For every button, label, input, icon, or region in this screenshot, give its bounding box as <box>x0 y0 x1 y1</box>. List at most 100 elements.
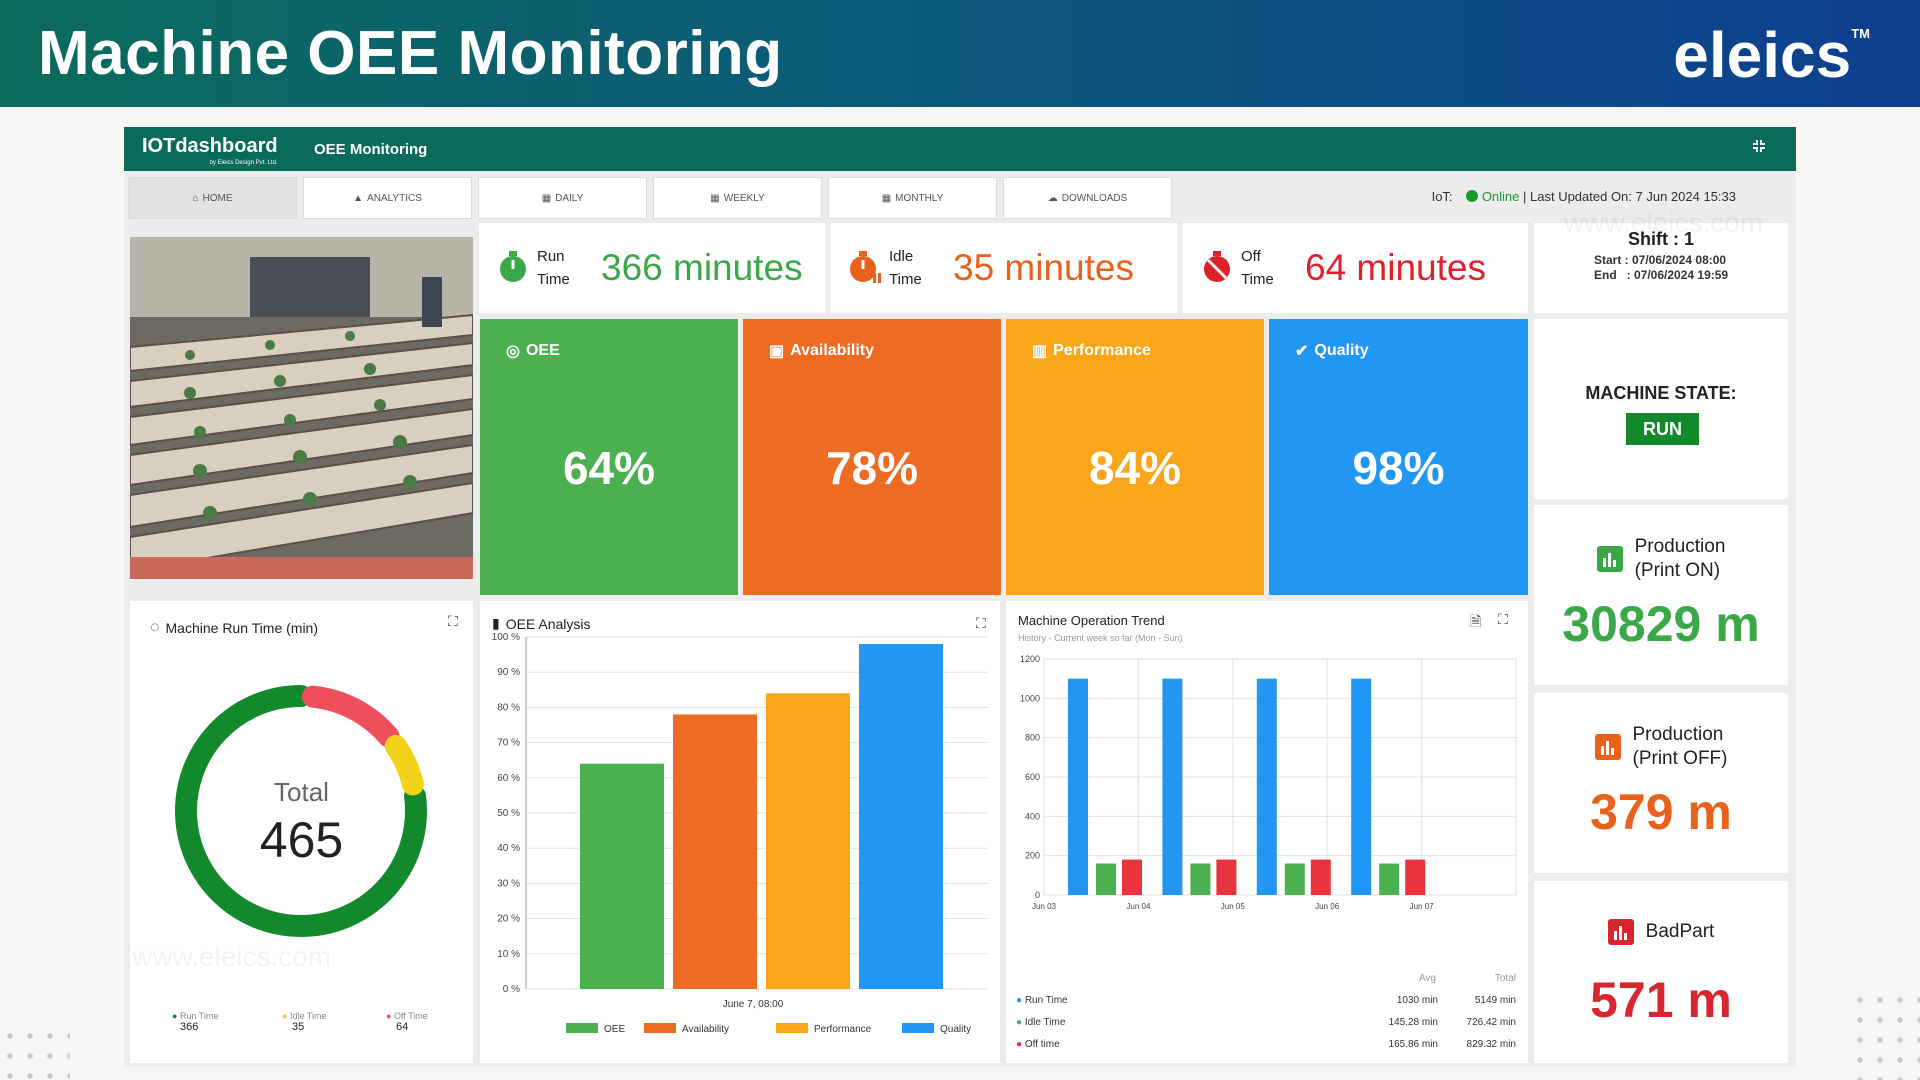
kpi-label: Quality <box>1314 342 1369 359</box>
production-on-line2: (Print ON) <box>1634 560 1721 581</box>
operation-trend-panel: Machine Operation Trend History - Curren… <box>1006 601 1528 1063</box>
idle-time-value: 35 minutes <box>953 247 1134 288</box>
x-tick-label: Jun 06 <box>1315 902 1340 911</box>
stats-row-off: ● Off time 165.86 min 829.32 min <box>1016 1039 1516 1050</box>
off-time-label: Off Time <box>1241 248 1274 288</box>
calendar-icon: ▦ <box>710 192 720 204</box>
iot-label: IoT: <box>1431 189 1453 204</box>
y-tick-label: 200 <box>1025 851 1040 861</box>
donut-slice-off-time <box>302 685 400 748</box>
bar-off-time <box>1216 859 1237 895</box>
donut-slice-run-time <box>175 685 427 937</box>
tab-analytics[interactable]: ▲ ANALYTICS <box>303 177 472 219</box>
calendar-icon: ▦ <box>881 192 892 204</box>
badpart-label: BadPart <box>1645 921 1715 942</box>
chart-icon: ▲ <box>353 192 364 204</box>
panel-subtitle: History - Current week so far (Mon - Sun… <box>1018 633 1183 643</box>
watermark-text: www.eleics.com <box>132 941 332 972</box>
tab-daily[interactable]: ▦ DAILY <box>478 177 647 219</box>
tab-label: ANALYTICS <box>367 192 422 204</box>
bar-run-time <box>1351 678 1372 895</box>
dashboard-navbar: IOTdashboard by Eleics Design Pvt. Ltd. … <box>124 127 1796 171</box>
y-tick-label: 1000 <box>1020 693 1040 703</box>
expand-icon[interactable]: ⛶ <box>976 615 986 631</box>
y-tick-label: 100 % <box>492 632 520 643</box>
machine-state-card: MACHINE STATE: RUN <box>1534 319 1788 499</box>
bar-off-time <box>1405 859 1426 895</box>
bar-idle-time <box>1379 863 1400 895</box>
iot-status: IoT: Online | Last Updated On: 7 Jun 202… <box>1432 189 1736 204</box>
top-banner: Machine OEE Monitoring eleicsTM <box>0 0 1920 107</box>
run-time-panel: ◌ Machine Run Time (min) ⛶ Total 465 www.… <box>130 601 473 1063</box>
logo-text: IOTdashboard <box>142 135 278 157</box>
tab-home[interactable]: ⌂ HOME <box>128 177 297 219</box>
tab-label: HOME <box>202 192 233 204</box>
bar-run-time <box>1162 678 1183 895</box>
run-time-value: 366 minutes <box>601 247 803 288</box>
bar-chart-icon <box>1594 734 1621 760</box>
logo-subtext: by Eleics Design Pvt. Ltd. <box>209 160 278 166</box>
bar-idle-time <box>1284 863 1305 895</box>
tab-weekly[interactable]: ▦ WEEKLY <box>653 177 822 219</box>
calendar-check-icon: ▣ <box>769 343 785 360</box>
brand-name: eleics <box>1673 19 1852 91</box>
home-icon: ⌂ <box>192 192 199 204</box>
kpi-oee: ◎ OEE 64% <box>480 319 738 595</box>
stats-row-run: ● Run Time 1030 min 5149 min <box>1016 995 1516 1006</box>
idle-time-label: Idle Time <box>889 248 922 288</box>
production-on-line1: Production <box>1634 536 1726 557</box>
panel-title: Machine Run Time (min) <box>165 620 319 636</box>
tab-label: DAILY <box>555 192 584 204</box>
legend-off: ● Off Time 64 <box>386 1011 428 1033</box>
machine-state-title: MACHINE STATE: <box>1585 383 1737 403</box>
y-tick-label: 30 % <box>497 878 520 889</box>
kpi-label: Performance <box>1053 342 1151 359</box>
off-time-card: Off Time 64 minutes <box>1183 223 1528 313</box>
nav-title: OEE Monitoring <box>314 141 428 158</box>
y-tick-label: 70 % <box>497 738 520 749</box>
x-tick-label: Jun 04 <box>1126 902 1151 911</box>
x-tick-label: Jun 07 <box>1410 902 1435 911</box>
badpart-card: BadPart 571 m <box>1534 881 1788 1063</box>
machine-state-badge: RUN <box>1626 413 1699 445</box>
off-time-value: 64 minutes <box>1305 247 1486 288</box>
badpart-value: 571 m <box>1590 972 1732 1028</box>
y-tick-label: 10 % <box>497 949 520 960</box>
kpi-value: 64% <box>562 442 656 494</box>
calendar-icon: ▦ <box>541 192 552 204</box>
production-off-card: Production (Print OFF) 379 m <box>1534 693 1788 873</box>
production-off-value: 379 m <box>1590 784 1732 840</box>
expand-icon[interactable]: ⛶ <box>448 613 458 629</box>
bar-chart-icon: ▮ <box>492 615 500 631</box>
collapse-icon[interactable] <box>1752 139 1766 158</box>
y-tick-label: 0 % <box>503 984 520 995</box>
y-tick-label: 400 <box>1025 811 1040 821</box>
tab-monthly[interactable]: ▦ MONTHLY <box>828 177 997 219</box>
brand-trademark: TM <box>1851 26 1870 41</box>
expand-icon[interactable]: ⛶ <box>1498 611 1508 627</box>
bar-idle-time <box>1190 863 1211 895</box>
production-off-line1: Production <box>1632 724 1724 745</box>
watermark-text: www.eleics.com <box>1564 207 1764 238</box>
online-indicator-icon <box>1466 190 1479 202</box>
iot-online-text: Online <box>1481 189 1520 204</box>
shift-end: End : 07/06/2024 19:59 <box>1594 268 1729 282</box>
y-tick-label: 40 % <box>497 843 520 854</box>
bar-run-time <box>1256 678 1277 895</box>
iot-dashboard-logo[interactable]: IOTdashboard by Eleics Design Pvt. Ltd. <box>142 135 278 166</box>
shift-title: Shift : 1 <box>1628 229 1694 249</box>
download-file-icon[interactable]: 🗎 <box>1470 613 1482 629</box>
kpi-label: Availability <box>790 342 875 359</box>
bar-chart-icon <box>1607 919 1634 945</box>
y-tick-label: 80 % <box>497 702 520 713</box>
bar-quality <box>859 644 943 989</box>
spinner-icon: ◌ <box>150 619 160 636</box>
stats-avg-header: Avg <box>1418 973 1436 984</box>
tab-downloads[interactable]: ☁ DOWNLOADS <box>1003 177 1172 219</box>
run-time-label: Run Time <box>537 248 570 288</box>
legend-swatch <box>776 1023 808 1033</box>
last-updated: | Last Updated On: 7 Jun 2024 15:33 <box>1523 189 1736 204</box>
panel-title: OEE Analysis <box>505 615 591 632</box>
kpi-availability: ▣ Availability 78% <box>743 319 1001 595</box>
kpi-value: 98% <box>1352 442 1445 494</box>
